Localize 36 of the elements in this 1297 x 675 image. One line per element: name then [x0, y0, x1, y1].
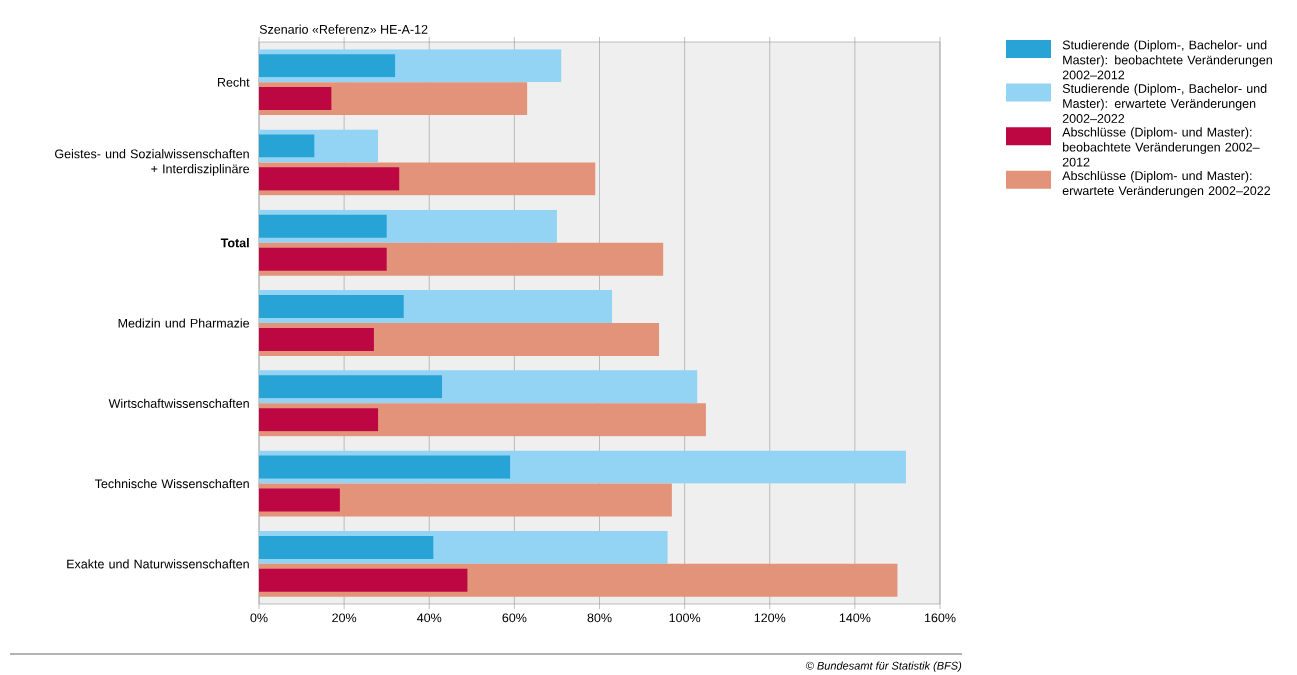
bar	[259, 535, 434, 559]
y-tick-label: Recht	[218, 77, 250, 87]
chart-title: Szenario «Referenz» HE-A-12	[259, 24, 428, 34]
bar	[259, 455, 511, 479]
text: © Bundesamt für Statistik (BFS)	[806, 661, 962, 672]
bar	[259, 134, 315, 158]
bar	[259, 247, 387, 271]
bar	[259, 488, 340, 512]
legend-label: Abschlüsse (Diplom- und Master): erwartete Veränderungen 2002–2022	[1062, 170, 1271, 198]
x-tick-label: 20%	[332, 613, 357, 623]
legend-label: Studierende (Diplom-, Bachelor- und Master): erwartete Veränderungen 2002–2022	[1062, 83, 1267, 123]
x-tick-label: 120%	[754, 613, 786, 623]
x-tick-label: 140%	[839, 613, 871, 623]
x-tick-label: 160%	[924, 613, 956, 623]
bar	[259, 214, 387, 238]
y-tick-label: Geistes- und Sozialwissenschaften + Interdisziplinäre	[55, 149, 250, 176]
x-tick-label: 0%	[250, 613, 268, 623]
bar	[259, 327, 374, 351]
y-tick-label: Exakte und Naturwissenschaften	[67, 559, 249, 569]
legend-label: Studierende (Diplom-, Bachelor- und Master): beobachtete Veränderungen 2002–2012	[1062, 40, 1272, 80]
bar	[259, 408, 379, 432]
bar	[259, 54, 396, 78]
bar	[259, 295, 404, 319]
y-tick-label: Medizin und Pharmazie	[118, 318, 250, 328]
y-tick-label: Wirtschaftwissenschaften	[108, 398, 249, 408]
legend-label: Abschlüsse (Diplom- und Master): beobachtete Veränderungen 2002–2012	[1062, 127, 1260, 167]
y-tick-label: Technische Wissenschaften	[94, 478, 249, 489]
bar	[259, 375, 443, 399]
y-tick-label: Total	[220, 238, 249, 248]
x-tick-label: 100%	[669, 613, 701, 623]
x-tick-label: 80%	[587, 613, 612, 623]
bar	[259, 167, 400, 191]
x-tick-label: 60%	[502, 613, 527, 623]
x-tick-label: 40%	[417, 613, 442, 623]
bar	[259, 568, 468, 592]
bar	[259, 87, 332, 111]
